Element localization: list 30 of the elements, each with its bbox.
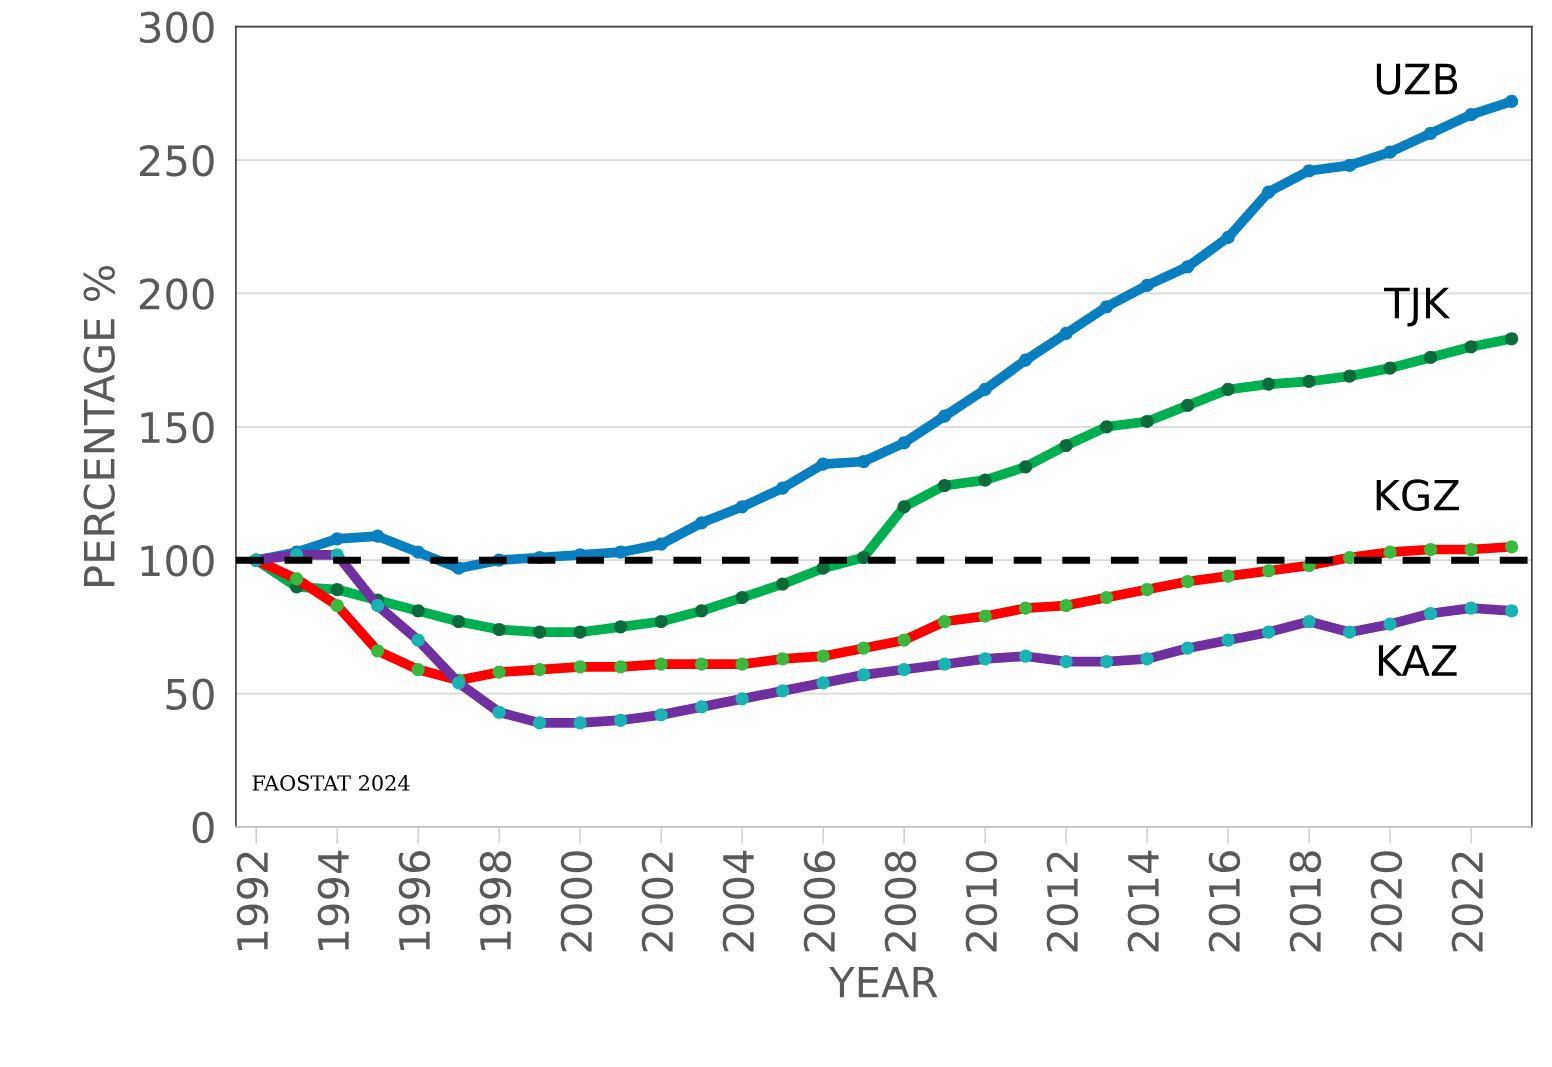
y-tick-label: 250: [139, 144, 214, 177]
series-label: UZB: [1376, 63, 1458, 95]
x-tick-label: 2000: [560, 851, 593, 952]
x-tick-label: 2014: [1127, 850, 1160, 952]
x-axis-title: YEAR: [829, 966, 938, 998]
series-label: KGZ: [1376, 479, 1459, 511]
x-tick-label: 2022: [1451, 852, 1484, 952]
x-tick-label: 1994: [317, 850, 350, 950]
x-tick-label: 2018: [1289, 851, 1322, 952]
y-axis-title: PERCENTAGE %: [83, 265, 115, 586]
x-tick-label: 1996: [398, 851, 431, 950]
x-tick-label: 2016: [1208, 851, 1241, 952]
x-tick-label: 2020: [1370, 851, 1403, 952]
x-tick-label: 1998: [479, 851, 512, 950]
x-tick-label: 2002: [641, 852, 674, 952]
x-tick-label: 1992: [236, 852, 269, 950]
annotation: FAOSTAT 2024: [252, 775, 410, 791]
y-tick-label: 0: [192, 811, 214, 844]
x-tick-label: 2010: [965, 851, 998, 952]
series-label: TJK: [1384, 287, 1451, 327]
y-tick-label: 200: [139, 278, 214, 310]
x-tick-label: 2006: [803, 851, 836, 952]
x-tick-label: 2004: [722, 850, 755, 952]
x-tick-label: 2008: [884, 851, 917, 952]
y-tick-label: 300: [140, 11, 214, 44]
y-tick-label: 150: [141, 411, 214, 444]
y-tick-label: 50: [166, 678, 214, 710]
x-tick-label: 2012: [1046, 852, 1079, 952]
series-label: KAZ: [1378, 645, 1457, 676]
y-tick-label: 100: [141, 545, 214, 577]
